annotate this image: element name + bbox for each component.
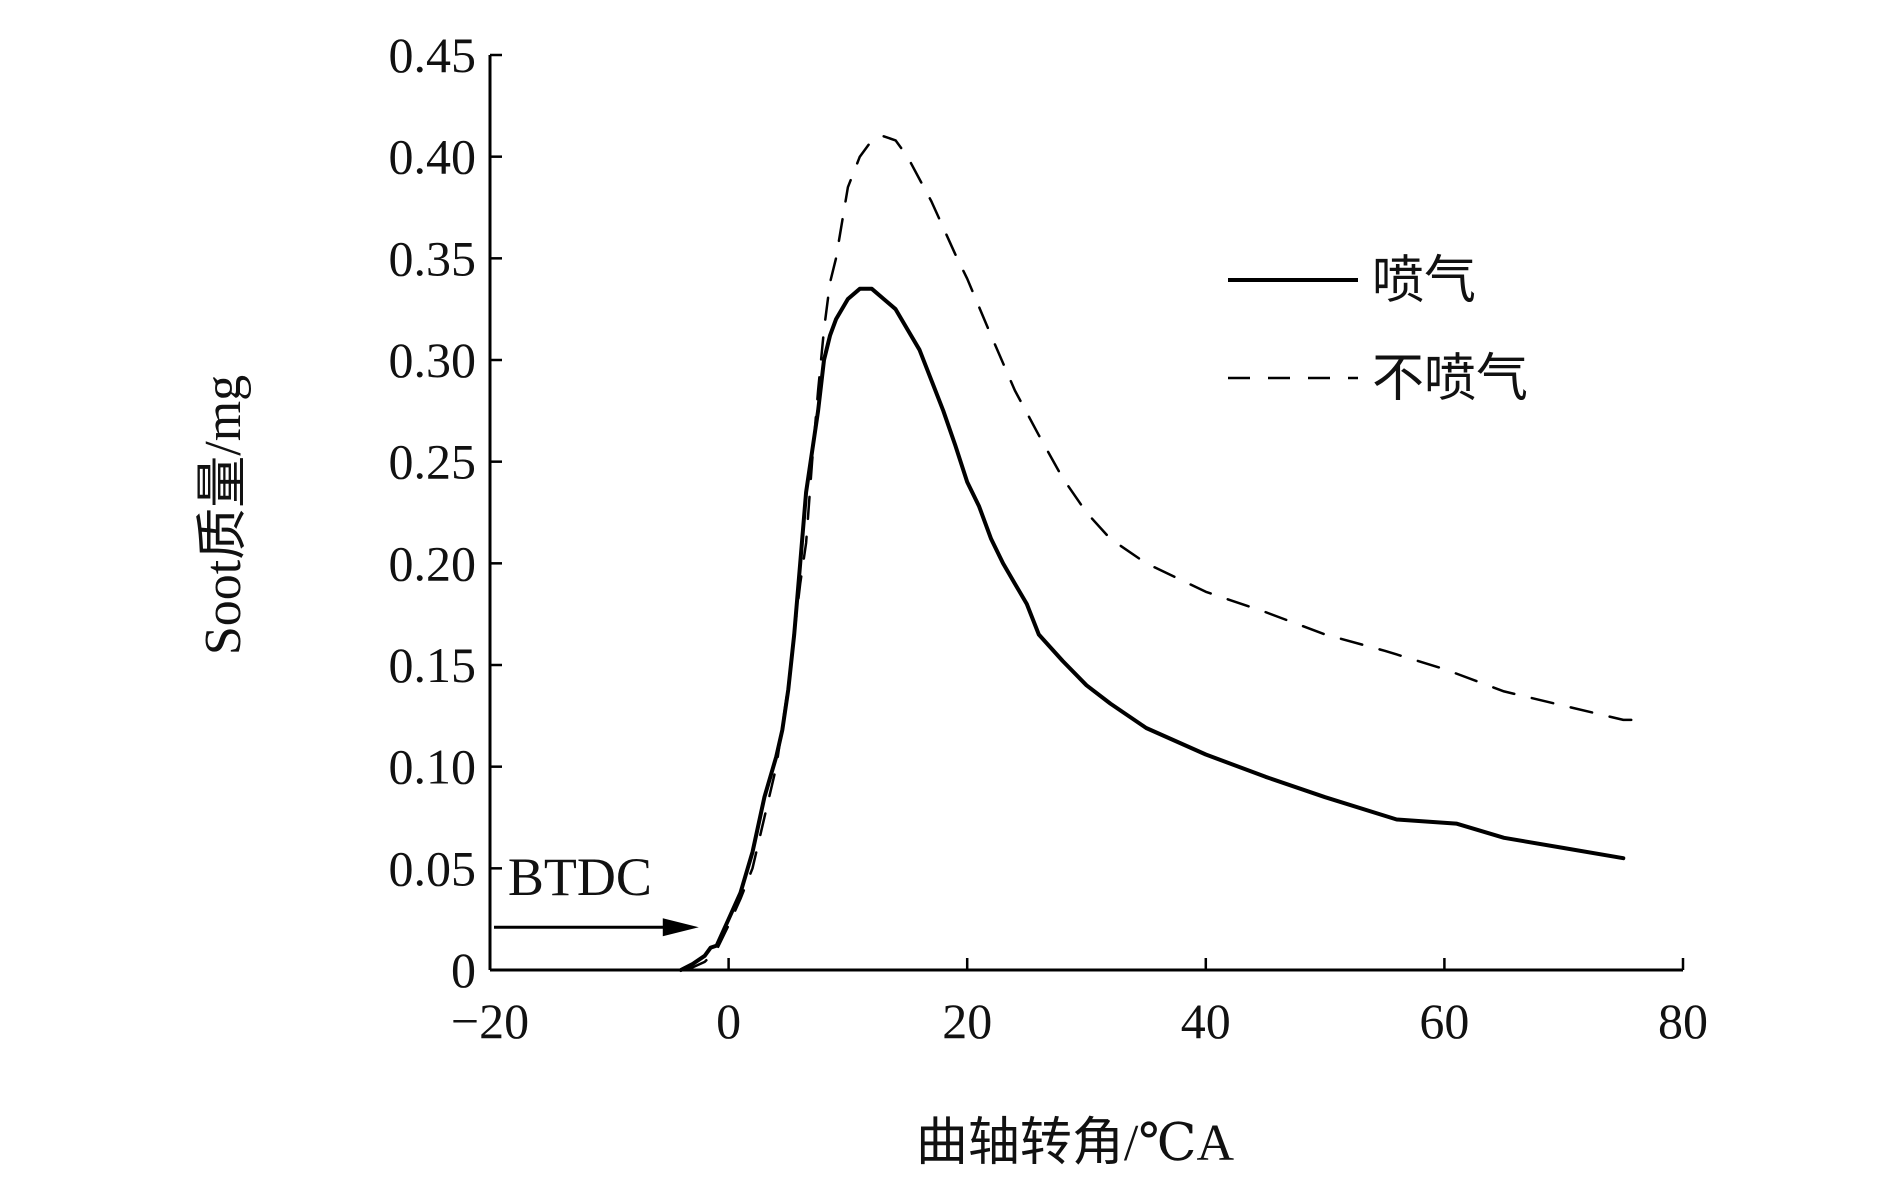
- btdc-label: BTDC: [508, 847, 652, 907]
- x-axis-title: 曲轴转角/℃A: [916, 1115, 1235, 1172]
- x-tick-label: −20: [451, 993, 529, 1049]
- series-group: [678, 135, 1637, 972]
- series-line-injection: [678, 286, 1626, 972]
- legend-label: 喷气: [1372, 253, 1476, 310]
- legend-label: 不喷气: [1372, 351, 1528, 408]
- y-tick-label: 0.05: [389, 840, 477, 896]
- ticks-group: −20 0 20 40 60 8000.050.100.150.200.250.300.3…: [389, 27, 1709, 1049]
- y-axis-title: Soot质量/mg: [195, 375, 252, 655]
- btdc-arrow-head: [662, 918, 699, 937]
- x-tick-label: 20: [942, 993, 992, 1049]
- series-line-no-injection: [685, 135, 1637, 972]
- y-tick-label: 0.45: [389, 27, 477, 83]
- y-tick-label: 0.10: [389, 739, 477, 795]
- x-tick-label: 60: [1419, 993, 1469, 1049]
- y-tick-label: 0.30: [389, 332, 477, 388]
- annotation-group: BTDC: [494, 847, 699, 937]
- x-tick-label: 0: [716, 993, 741, 1049]
- y-tick-label: 0: [451, 942, 476, 998]
- x-tick-label: 40: [1181, 993, 1231, 1049]
- x-tick-label: 80: [1658, 993, 1708, 1049]
- y-tick-label: 0.20: [389, 535, 477, 591]
- y-tick-label: 0.25: [389, 434, 477, 490]
- y-tick-label: 0.40: [389, 129, 477, 185]
- y-tick-label: 0.15: [389, 637, 477, 693]
- axes-group: [488, 55, 1683, 972]
- y-tick-label: 0.35: [389, 230, 477, 286]
